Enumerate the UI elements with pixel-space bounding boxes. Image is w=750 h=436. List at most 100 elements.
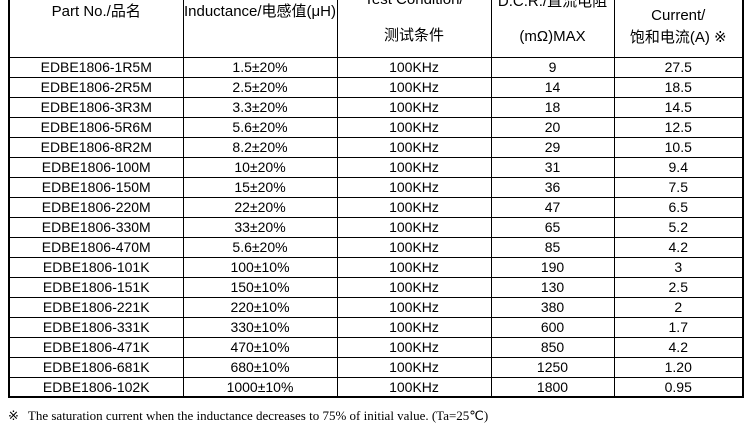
test-condition-cell: 100KHz xyxy=(336,196,492,218)
table-row: EDBE1806-102K 1000±10% 100KHz 1800 0.95 xyxy=(8,376,744,398)
inductance-cell: 680±10% xyxy=(182,356,338,378)
current-cell: 6.5 xyxy=(613,196,744,218)
dcr-cell: 9 xyxy=(490,56,615,78)
dcr-cell: 1800 xyxy=(490,376,615,398)
table-row: EDBE1806-221K 220±10% 100KHz 380 2 xyxy=(8,296,744,318)
dcr-cell: 20 xyxy=(490,116,615,138)
dcr-cell: 31 xyxy=(490,156,615,178)
col-header-current-line1: Current/ xyxy=(651,7,706,24)
inductance-cell: 8.2±20% xyxy=(182,136,338,158)
test-condition-cell: 100KHz xyxy=(336,56,492,78)
current-cell: 7.5 xyxy=(613,176,744,198)
current-cell: 9.4 xyxy=(613,156,744,178)
inductance-cell: 100±10% xyxy=(182,256,338,278)
dcr-cell: 14 xyxy=(490,76,615,98)
part-no-cell: EDBE1806-330M xyxy=(8,216,184,238)
inductance-cell: 2.5±20% xyxy=(182,76,338,98)
test-condition-cell: 100KHz xyxy=(336,76,492,98)
col-header-test-condition-line2: 测试条件 xyxy=(383,27,444,44)
inductance-cell: 10±20% xyxy=(182,156,338,178)
col-header-dcr-line2: (mΩ)MAX xyxy=(519,28,586,45)
current-cell: 14.5 xyxy=(613,96,744,118)
footnote-text: The saturation current when the inductan… xyxy=(27,408,489,423)
footnote: ※ The saturation current when the inducta… xyxy=(8,408,738,424)
table-row: EDBE1806-100M 10±20% 100KHz 31 9.4 xyxy=(8,156,744,178)
dcr-cell: 1250 xyxy=(490,356,615,378)
part-no-cell: EDBE1806-681K xyxy=(8,356,184,378)
header-row: Part No./品名 Inductance/电感值(μH) Test Cond… xyxy=(8,0,744,58)
part-no-cell: EDBE1806-220M xyxy=(8,196,184,218)
dcr-cell: 190 xyxy=(490,256,615,278)
test-condition-cell: 100KHz xyxy=(336,316,492,338)
part-no-cell: EDBE1806-150M xyxy=(8,176,184,198)
inductance-cell: 1.5±20% xyxy=(182,56,338,78)
inductance-cell: 150±10% xyxy=(182,276,338,298)
table-row: EDBE1806-8R2M 8.2±20% 100KHz 29 10.5 xyxy=(8,136,744,158)
part-no-cell: EDBE1806-1R5M xyxy=(8,56,184,78)
inductance-cell: 3.3±20% xyxy=(182,96,338,118)
table-row: EDBE1806-471K 470±10% 100KHz 850 4.2 xyxy=(8,336,744,358)
current-cell: 1.7 xyxy=(613,316,744,338)
part-no-cell: EDBE1806-102K xyxy=(8,376,184,398)
part-no-cell: EDBE1806-100M xyxy=(8,156,184,178)
col-header-current-line2: 饱和电流(A) ※ xyxy=(629,29,727,46)
part-no-cell: EDBE1806-8R2M xyxy=(8,136,184,158)
part-no-cell: EDBE1806-221K xyxy=(8,296,184,318)
dcr-cell: 850 xyxy=(490,336,615,358)
col-header-dcr-line1: D.C.R./直流电阻 xyxy=(497,0,608,10)
table-row: EDBE1806-681K 680±10% 100KHz 1250 1.20 xyxy=(8,356,744,378)
col-header-test-condition: Test Condition/ 测试条件 xyxy=(336,0,492,58)
dcr-cell: 65 xyxy=(490,216,615,238)
part-no-cell: EDBE1806-470M xyxy=(8,236,184,258)
inductance-cell: 33±20% xyxy=(182,216,338,238)
test-condition-cell: 100KHz xyxy=(336,116,492,138)
current-cell: 2.5 xyxy=(613,276,744,298)
col-header-current: Current/ 饱和电流(A) ※ xyxy=(613,0,744,58)
current-cell: 4.2 xyxy=(613,236,744,258)
current-cell: 18.5 xyxy=(613,76,744,98)
table-row: EDBE1806-1R5M 1.5±20% 100KHz 9 27.5 xyxy=(8,56,744,78)
test-condition-cell: 100KHz xyxy=(336,96,492,118)
current-cell: 27.5 xyxy=(613,56,744,78)
dcr-cell: 380 xyxy=(490,296,615,318)
test-condition-cell: 100KHz xyxy=(336,256,492,278)
table-row: EDBE1806-101K 100±10% 100KHz 190 3 xyxy=(8,256,744,278)
table-row: EDBE1806-150M 15±20% 100KHz 36 7.5 xyxy=(8,176,744,198)
current-cell: 2 xyxy=(613,296,744,318)
col-header-inductance: Inductance/电感值(μH) xyxy=(182,0,338,58)
dcr-cell: 18 xyxy=(490,96,615,118)
test-condition-cell: 100KHz xyxy=(336,176,492,198)
inductance-cell: 5.6±20% xyxy=(182,236,338,258)
table-row: EDBE1806-2R5M 2.5±20% 100KHz 14 18.5 xyxy=(8,76,744,98)
current-cell: 12.5 xyxy=(613,116,744,138)
table-row: EDBE1806-330M 33±20% 100KHz 65 5.2 xyxy=(8,216,744,238)
col-header-inductance-label: Inductance/电感值(μH) xyxy=(183,3,337,20)
dcr-cell: 130 xyxy=(490,276,615,298)
current-cell: 5.2 xyxy=(613,216,744,238)
inductance-cell: 5.6±20% xyxy=(182,116,338,138)
col-header-part-no: Part No./品名 xyxy=(8,0,184,58)
spec-table-header: Part No./品名 Inductance/电感值(μH) Test Cond… xyxy=(8,0,744,58)
current-cell: 3 xyxy=(613,256,744,278)
col-header-test-condition-line1: Test Condition/ xyxy=(338,0,491,9)
part-no-cell: EDBE1806-151K xyxy=(8,276,184,298)
inductance-cell: 470±10% xyxy=(182,336,338,358)
part-no-cell: EDBE1806-5R6M xyxy=(8,116,184,138)
inductance-cell: 15±20% xyxy=(182,176,338,198)
test-condition-cell: 100KHz xyxy=(336,356,492,378)
table-row: EDBE1806-5R6M 5.6±20% 100KHz 20 12.5 xyxy=(8,116,744,138)
footnote-reference-mark: ※ xyxy=(8,408,19,423)
table-row: EDBE1806-151K 150±10% 100KHz 130 2.5 xyxy=(8,276,744,298)
part-no-cell: EDBE1806-2R5M xyxy=(8,76,184,98)
part-no-cell: EDBE1806-101K xyxy=(8,256,184,278)
spec-table: Part No./品名 Inductance/电感值(μH) Test Cond… xyxy=(8,0,744,398)
dcr-cell: 29 xyxy=(490,136,615,158)
inductance-cell: 220±10% xyxy=(182,296,338,318)
inductance-cell: 1000±10% xyxy=(182,376,338,398)
dcr-cell: 600 xyxy=(490,316,615,338)
col-header-part-no-label: Part No./品名 xyxy=(51,3,141,20)
test-condition-cell: 100KHz xyxy=(336,296,492,318)
test-condition-cell: 100KHz xyxy=(336,216,492,238)
col-header-dcr: D.C.R./直流电阻 (mΩ)MAX xyxy=(490,0,615,58)
